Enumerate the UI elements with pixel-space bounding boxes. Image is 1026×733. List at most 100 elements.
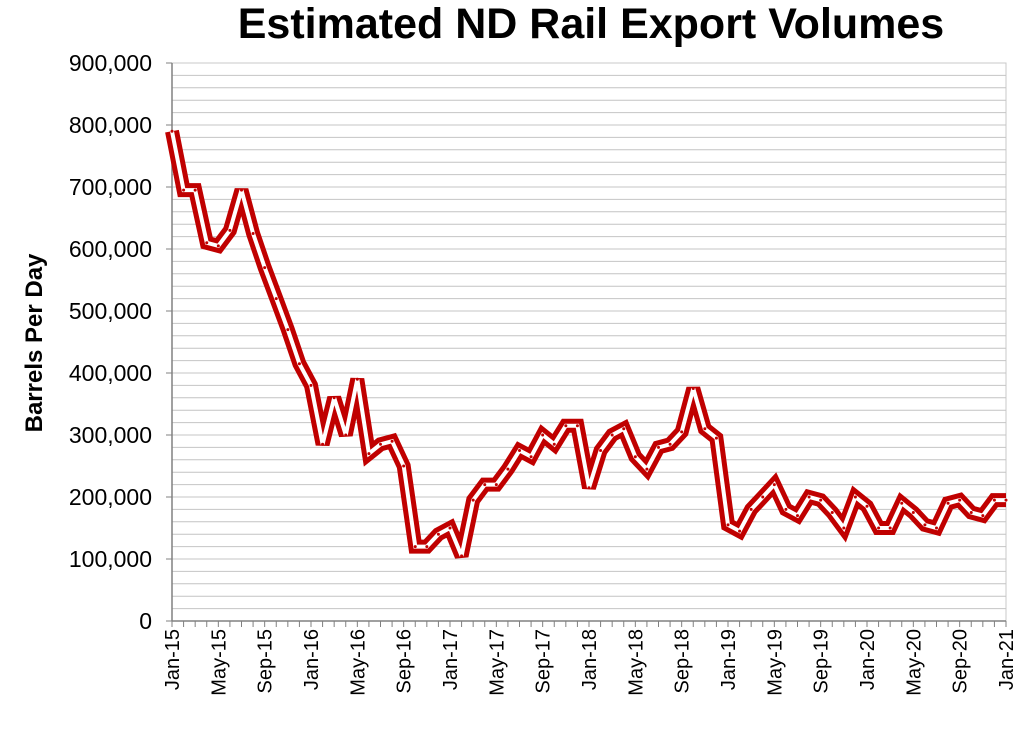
data-point — [969, 511, 973, 514]
y-tick-label: 700,000 — [69, 174, 152, 200]
chart-title: Estimated ND Rail Export Volumes — [237, 0, 945, 48]
data-point — [691, 387, 695, 390]
data-point — [853, 495, 857, 499]
data-point — [935, 526, 938, 530]
data-point — [564, 424, 568, 428]
data-point — [297, 362, 301, 366]
data-point — [981, 514, 985, 518]
data-point — [668, 442, 672, 446]
data-point — [390, 439, 394, 443]
x-tick-label: Sep-17 — [533, 629, 555, 694]
data-point — [286, 328, 290, 332]
y-tick-label: 200,000 — [69, 484, 152, 510]
x-tick-label: Sep-20 — [950, 629, 972, 694]
y-tick-label: 800,000 — [69, 112, 152, 138]
data-point — [494, 483, 498, 487]
data-point — [645, 467, 649, 471]
data-point — [529, 455, 533, 459]
data-point — [865, 504, 869, 508]
data-point — [216, 244, 220, 248]
data-point — [610, 433, 614, 437]
data-point — [170, 129, 174, 133]
data-point — [251, 232, 255, 235]
data-point — [726, 523, 730, 527]
data-point — [830, 511, 834, 514]
data-point — [448, 526, 452, 530]
data-point — [888, 526, 892, 530]
x-tick-label: Jan-15 — [162, 629, 184, 690]
data-point — [541, 433, 545, 437]
x-tick-label: May-20 — [903, 629, 925, 696]
x-tick-label: Jan-21 — [996, 629, 1018, 690]
data-point — [402, 464, 406, 468]
data-point — [436, 532, 440, 536]
data-point — [587, 486, 591, 490]
data-point — [749, 507, 753, 511]
data-point — [992, 498, 996, 502]
x-tick-label: Jan-19 — [718, 629, 740, 690]
data-point — [379, 442, 382, 446]
data-point — [309, 383, 313, 387]
data-point — [714, 436, 718, 440]
data-point — [471, 498, 475, 502]
data-point — [263, 266, 267, 270]
data-point — [633, 455, 637, 459]
data-point — [193, 188, 197, 192]
x-tick-label: Jan-17 — [440, 629, 462, 690]
data-point — [877, 526, 881, 530]
y-tick-label: 100,000 — [69, 546, 152, 572]
data-point — [796, 514, 799, 518]
data-point — [460, 554, 464, 558]
x-tick-label: Sep-18 — [672, 629, 694, 694]
x-tick-label: May-19 — [764, 629, 786, 696]
data-point — [958, 498, 962, 502]
data-point — [274, 297, 278, 301]
x-tick-label: Jan-20 — [857, 629, 879, 690]
data-point — [1004, 498, 1008, 502]
data-point — [552, 442, 556, 446]
data-point — [622, 427, 626, 431]
data-point — [344, 433, 348, 437]
data-point — [483, 483, 487, 487]
y-tick-label: 900,000 — [69, 50, 152, 76]
y-tick-label: 300,000 — [69, 422, 152, 448]
data-point — [413, 545, 417, 549]
data-point — [680, 430, 684, 434]
data-point — [575, 424, 579, 428]
data-point — [321, 442, 325, 446]
data-point — [772, 483, 776, 487]
x-tick-label: May-17 — [486, 629, 508, 696]
data-point — [807, 495, 811, 499]
data-point — [332, 396, 336, 400]
data-point — [240, 188, 243, 192]
x-tick-label: Sep-19 — [811, 629, 833, 694]
x-tick-label: May-15 — [208, 629, 230, 696]
y-tick-label: 400,000 — [69, 360, 152, 386]
x-tick-label: Sep-15 — [255, 629, 277, 694]
data-point — [355, 377, 359, 381]
data-point — [518, 449, 521, 452]
y-tick-label: 500,000 — [69, 298, 152, 324]
data-point — [911, 511, 915, 514]
x-tick-label: Jan-16 — [301, 629, 323, 690]
data-point — [784, 507, 788, 511]
data-point — [738, 529, 742, 533]
data-point — [228, 228, 232, 232]
data-point — [842, 526, 846, 530]
data-point — [923, 523, 927, 527]
data-point — [599, 449, 603, 452]
x-tick-label: May-16 — [347, 629, 369, 696]
data-point — [182, 188, 186, 192]
data-point — [900, 501, 904, 505]
data-point — [761, 495, 765, 499]
plot-area — [171, 62, 1007, 622]
data-point — [946, 501, 950, 505]
data-point — [205, 241, 209, 245]
data-point — [703, 427, 707, 431]
y-tick-label: 600,000 — [69, 236, 152, 262]
data-point — [819, 498, 823, 502]
data-point — [506, 467, 510, 471]
y-tick-label: 0 — [139, 608, 152, 634]
data-point — [367, 452, 371, 456]
